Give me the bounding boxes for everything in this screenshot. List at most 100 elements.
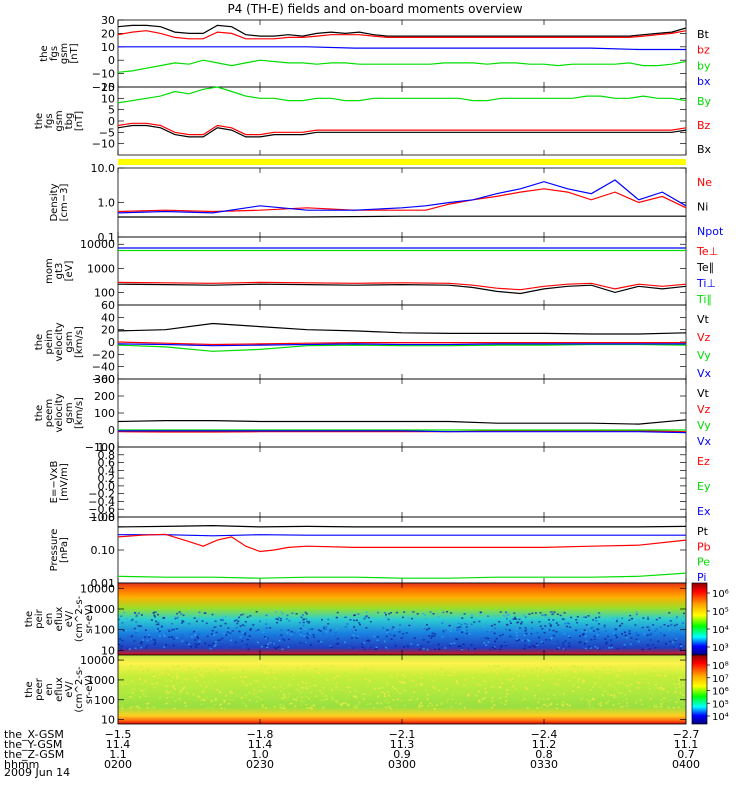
spectro-pixel bbox=[514, 616, 516, 619]
spectro-pixel bbox=[157, 621, 160, 624]
y-axis-label: fgs bbox=[44, 113, 55, 128]
spectro-pixel bbox=[357, 703, 360, 706]
y-tick-label: 200 bbox=[94, 390, 115, 403]
spectro-pixel bbox=[655, 618, 658, 621]
spectro-pixel bbox=[412, 621, 415, 623]
spectro-pixel bbox=[660, 705, 663, 708]
spectro-pixel bbox=[629, 614, 632, 617]
spectro-pixel bbox=[623, 643, 626, 646]
y-axis-label: sr-eV) bbox=[84, 675, 95, 704]
spectro-pixel bbox=[172, 693, 175, 695]
spectro-pixel bbox=[403, 682, 406, 684]
spectro-pixel bbox=[269, 642, 272, 644]
spectro-pixel bbox=[368, 680, 371, 683]
spectro-pixel bbox=[302, 687, 305, 689]
spectro-pixel bbox=[626, 685, 629, 687]
spectro-pixel bbox=[223, 683, 226, 686]
spectro-pixel bbox=[173, 707, 176, 710]
spectro-pixel bbox=[501, 633, 504, 636]
spectro-pixel bbox=[667, 625, 670, 627]
spectro-pixel bbox=[144, 636, 147, 638]
spectro-pixel bbox=[575, 619, 578, 621]
legend-entry: Vy bbox=[697, 349, 711, 362]
spectro-pixel bbox=[385, 614, 387, 616]
y-tick-label: 300 bbox=[94, 373, 115, 386]
spectro-pixel bbox=[547, 617, 550, 619]
spectro-pixel bbox=[567, 622, 569, 624]
spectro-pixel bbox=[286, 636, 289, 639]
spectro-pixel bbox=[537, 674, 539, 677]
spectro-pixel bbox=[280, 634, 283, 636]
spectro-pixel bbox=[531, 690, 534, 693]
spectro-pixel bbox=[393, 680, 396, 682]
spectro-pixel bbox=[668, 629, 671, 631]
spectro-pixel bbox=[322, 626, 325, 628]
colorbar-tick-label: 10⁷ bbox=[712, 674, 729, 685]
spectro-pixel bbox=[302, 624, 305, 627]
spectro-pixel bbox=[307, 634, 310, 636]
spectro-pixel bbox=[308, 632, 311, 635]
spectro-pixel bbox=[309, 644, 312, 646]
spectro-pixel bbox=[240, 675, 243, 678]
spectro-pixel bbox=[133, 681, 136, 683]
spectro-pixel bbox=[649, 640, 652, 642]
spectro-pixel bbox=[138, 644, 141, 647]
spectro-pixel bbox=[289, 703, 292, 705]
spectro-pixel bbox=[416, 644, 419, 646]
spectro-pixel bbox=[610, 683, 613, 685]
spectro-pixel bbox=[420, 677, 423, 679]
spectro-pixel bbox=[134, 694, 137, 697]
spectro-pixel bbox=[464, 622, 467, 625]
spectro-pixel bbox=[151, 683, 154, 685]
spectro-pixel bbox=[599, 685, 602, 688]
spectro-pixel bbox=[536, 632, 539, 634]
spectro-pixel bbox=[621, 682, 624, 684]
spectro-pixel bbox=[569, 626, 571, 628]
spectro-pixel bbox=[337, 689, 340, 691]
spectro-pixel bbox=[227, 627, 230, 629]
spectro-pixel bbox=[633, 673, 636, 675]
spectro-pixel bbox=[309, 706, 312, 709]
spectro-pixel bbox=[510, 635, 513, 638]
spectro-pixel bbox=[429, 673, 432, 675]
spectro-pixel bbox=[175, 628, 178, 630]
spectro-pixel bbox=[563, 648, 565, 651]
spectro-pixel bbox=[171, 676, 174, 678]
spectro-pixel bbox=[322, 687, 325, 689]
spectro-pixel bbox=[668, 642, 671, 644]
spectro-pixel bbox=[153, 686, 156, 689]
spectro-pixel bbox=[668, 612, 671, 614]
spectro-pixel bbox=[329, 645, 332, 647]
spectro-pixel bbox=[585, 616, 587, 618]
spectro-pixel bbox=[625, 637, 628, 639]
spectro-pixel bbox=[440, 621, 443, 624]
spectro-pixel bbox=[460, 626, 462, 628]
spectro-pixel bbox=[140, 669, 143, 671]
spectro-pixel bbox=[288, 674, 291, 676]
spectro-pixel bbox=[139, 696, 141, 698]
spectro-pixel bbox=[280, 611, 283, 613]
spectro-pixel bbox=[151, 706, 154, 708]
y-axis-label: Density bbox=[49, 183, 60, 221]
x-axis-value: −2.1 bbox=[389, 728, 416, 741]
spectro-pixel bbox=[479, 613, 482, 615]
spectro-pixel bbox=[674, 691, 677, 693]
spectro-pixel bbox=[605, 702, 608, 705]
spectro-pixel bbox=[673, 683, 676, 685]
spectro-pixel bbox=[389, 673, 392, 676]
spectro-pixel bbox=[545, 639, 548, 641]
spectro-pixel bbox=[482, 668, 485, 670]
spectro-pixel bbox=[499, 692, 502, 695]
spectro-pixel bbox=[493, 704, 496, 706]
spectro-pixel bbox=[234, 620, 236, 622]
spectro-pixel bbox=[131, 681, 134, 683]
spectro-pixel bbox=[386, 684, 388, 687]
spectro-pixel bbox=[441, 670, 444, 673]
spectro-pixel bbox=[358, 701, 361, 704]
spectro-pixel bbox=[580, 672, 583, 675]
spectro-pixel bbox=[634, 671, 637, 673]
spectro-pixel bbox=[452, 676, 455, 678]
spectro-pixel bbox=[160, 626, 163, 628]
spectro-pixel bbox=[118, 696, 121, 699]
spectro-pixel bbox=[675, 701, 678, 704]
